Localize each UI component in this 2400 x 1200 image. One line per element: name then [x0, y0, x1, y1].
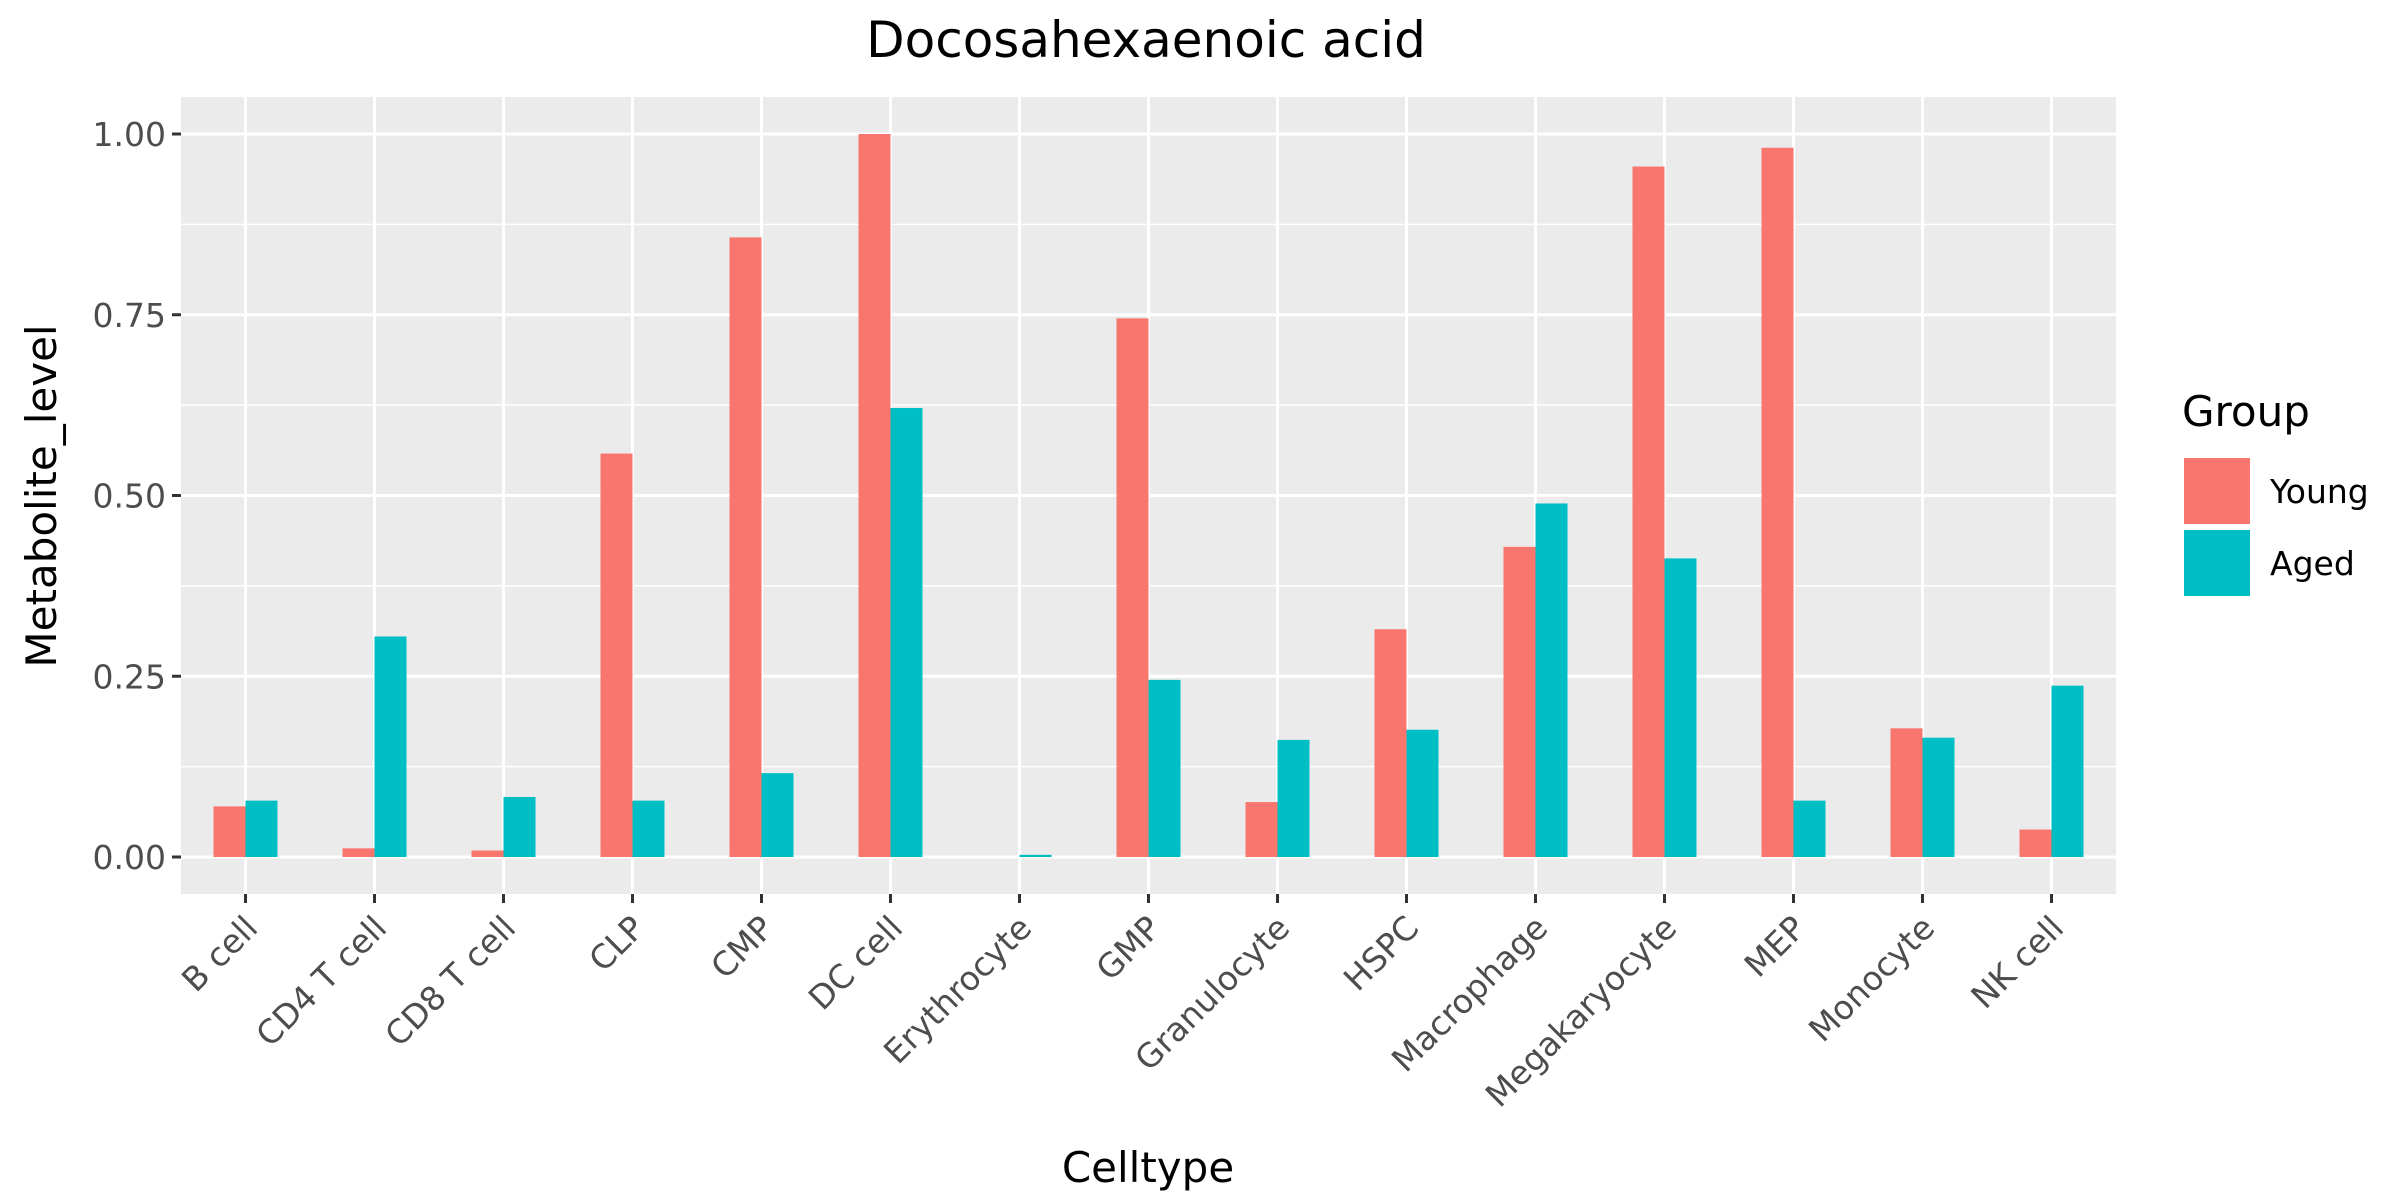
bar-aged: [761, 773, 794, 857]
x-tick-label: B cell: [174, 908, 265, 999]
bar-aged: [1277, 739, 1310, 857]
legend-key-young: [2184, 458, 2250, 524]
bar-young: [600, 453, 633, 857]
bar-young: [858, 134, 891, 857]
bar-aged: [1535, 503, 1568, 857]
x-tick-label: GMP: [1088, 908, 1168, 988]
legend-label-young: Young: [2269, 472, 2369, 511]
bar-aged: [503, 796, 536, 857]
bar-aged: [890, 408, 923, 857]
bar-aged: [1793, 800, 1826, 857]
bar-young: [1245, 802, 1278, 857]
bar-aged: [245, 800, 278, 857]
bar-aged: [1664, 558, 1697, 857]
x-tick-label: CLP: [581, 908, 652, 979]
bar-aged: [1922, 737, 1955, 857]
legend-key-aged: [2184, 530, 2250, 596]
legend-title: Group: [2182, 387, 2310, 436]
y-axis-title: Metabolite_level: [17, 324, 66, 667]
y-tick-label: 0.75: [93, 296, 166, 335]
x-tick-label: HSPC: [1336, 908, 1426, 998]
bar-young: [1890, 728, 1923, 857]
legend-label-aged: Aged: [2270, 544, 2355, 583]
chart-title: Docosahexaenoic acid: [866, 11, 1426, 69]
legend: Group Young Aged: [2182, 387, 2369, 596]
bar-young: [342, 848, 375, 857]
bar-aged: [1406, 729, 1439, 857]
bar-aged: [1019, 854, 1052, 857]
y-tick-label: 0.00: [93, 838, 166, 877]
bars: [213, 134, 2084, 857]
x-tick-label: DC cell: [801, 908, 910, 1017]
bar-young: [1374, 629, 1407, 857]
bar-aged: [632, 800, 665, 857]
x-tick-label: CD8 T cell: [377, 908, 523, 1054]
x-axis-title: Celltype: [1062, 1143, 1234, 1192]
x-tick-label: CMP: [703, 908, 781, 986]
x-tick-label: CD4 T cell: [248, 908, 394, 1054]
bar-aged: [374, 636, 407, 857]
bar-young: [1503, 546, 1536, 857]
bar-young: [729, 237, 762, 857]
legend-items: Young Aged: [2184, 458, 2369, 596]
x-tick-label: NK cell: [1963, 908, 2071, 1016]
y-axis: 0.00 0.25 0.50 0.75 1.00: [93, 115, 181, 877]
bar-aged: [1148, 679, 1181, 857]
bar-young: [1761, 147, 1794, 857]
bar-young: [471, 850, 504, 857]
bar-young: [1116, 318, 1149, 857]
bar-young: [213, 806, 246, 857]
y-tick-label: 0.50: [93, 477, 166, 516]
y-tick-label: 1.00: [93, 115, 166, 154]
x-tick-label: MEP: [1737, 908, 1814, 985]
x-tick-label: Monocyte: [1801, 908, 1942, 1049]
bar-young: [2019, 829, 2052, 857]
bar-young: [1632, 166, 1665, 857]
bar-aged: [2051, 685, 2084, 857]
y-tick-label: 0.25: [93, 657, 166, 696]
